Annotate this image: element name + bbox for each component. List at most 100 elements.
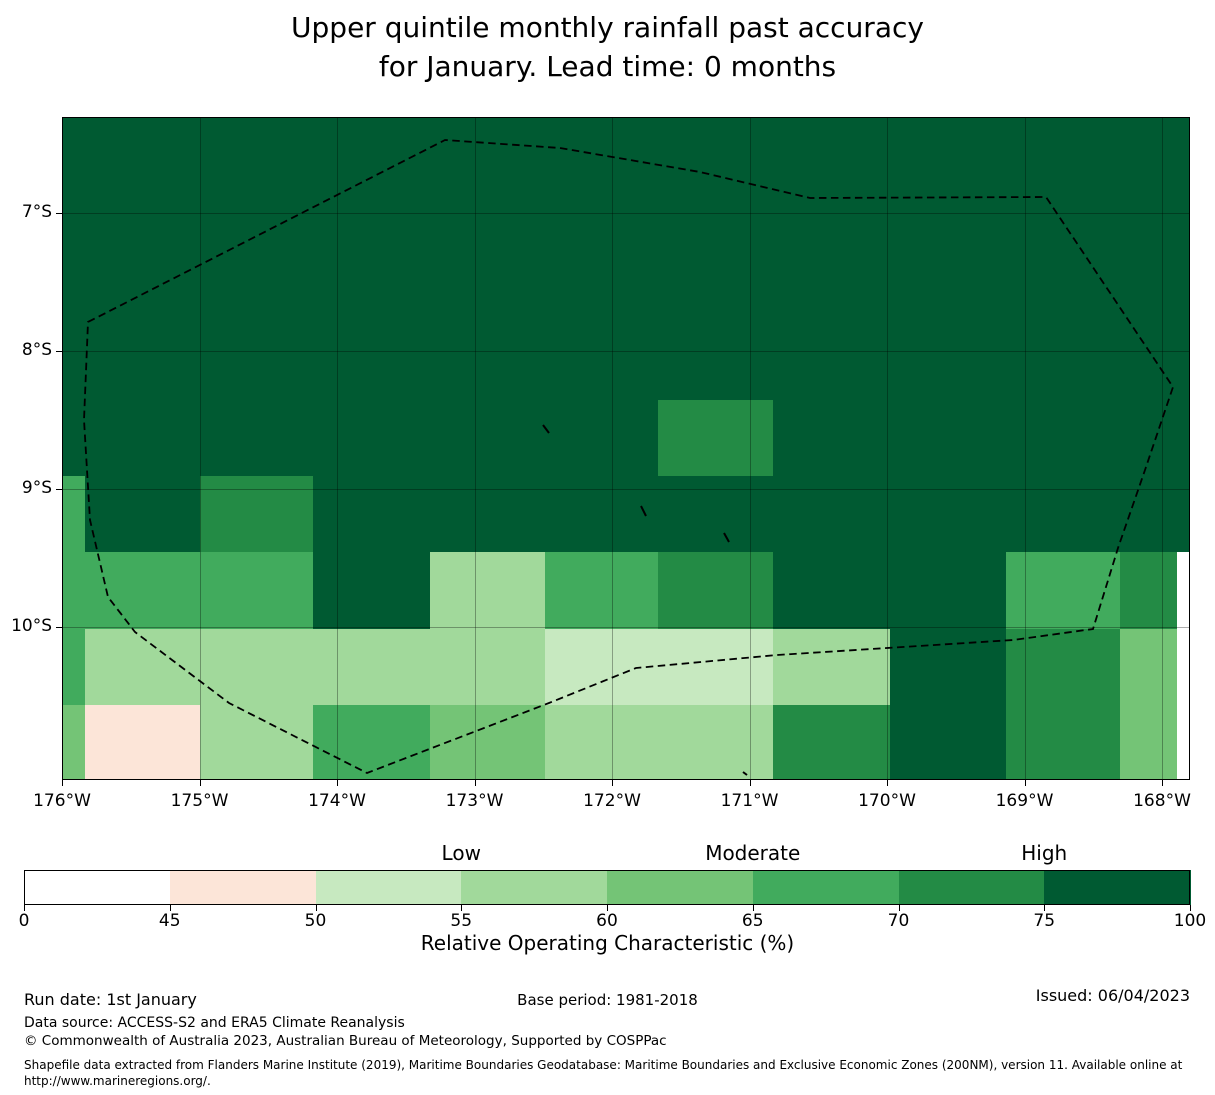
roc-cell	[200, 117, 313, 170]
roc-cell	[1120, 705, 1177, 780]
roc-cell	[200, 246, 313, 323]
x-axis-tick	[1162, 780, 1163, 786]
roc-cell	[1120, 170, 1177, 246]
colorbar-tick	[315, 905, 317, 911]
colorbar-region-label-low: Low	[441, 841, 481, 865]
roc-cell	[658, 170, 773, 246]
x-axis-tick-label: 173°W	[445, 791, 504, 811]
roc-cell	[1120, 323, 1177, 400]
roc-cell	[545, 476, 658, 552]
colorbar-tick-label: 55	[450, 911, 473, 931]
parallel-gridline	[62, 351, 1190, 352]
roc-cell	[658, 323, 773, 400]
roc-cell	[62, 476, 85, 552]
roc-cell	[1177, 629, 1190, 705]
roc-cell	[890, 246, 1006, 323]
colorbar-tick-label: 0	[18, 911, 30, 931]
map-panel	[62, 117, 1190, 780]
roc-cell	[658, 629, 773, 705]
roc-cell	[890, 400, 1006, 476]
colorbar-tick	[1190, 905, 1191, 911]
x-axis-tick-label: 176°W	[33, 791, 91, 811]
colorbar-segment	[461, 870, 608, 905]
colorbar-segment	[1044, 870, 1191, 905]
roc-cell	[890, 323, 1006, 400]
roc-cell	[430, 400, 545, 476]
data-source-text: Data source: ACCESS-S2 and ERA5 Climate …	[24, 1015, 405, 1031]
x-axis-tick-label: 170°W	[858, 791, 916, 811]
roc-cell	[430, 705, 545, 780]
colorbar-segment	[315, 870, 462, 905]
roc-cell	[773, 117, 890, 170]
x-axis-tick	[199, 780, 201, 786]
x-axis-tick	[1024, 780, 1026, 786]
colorbar-frame	[24, 870, 1190, 905]
roc-cell	[890, 170, 1006, 246]
island-mark	[640, 505, 647, 517]
x-axis-tick-label: 172°W	[583, 791, 641, 811]
roc-cell	[313, 705, 430, 780]
roc-cell	[200, 323, 313, 400]
roc-cell	[200, 629, 313, 705]
roc-cell	[62, 400, 85, 476]
roc-cell	[313, 400, 430, 476]
colorbar-region-label-moderate: Moderate	[705, 841, 801, 865]
meridian-gridline	[887, 117, 888, 780]
roc-cell	[1177, 246, 1190, 323]
colorbar-tick-label: 45	[158, 911, 181, 931]
meridian-gridline	[474, 117, 476, 780]
map-overlay	[83, 139, 1174, 776]
roc-cell	[430, 629, 545, 705]
roc-cell	[658, 400, 773, 476]
y-axis-tick-label: 7°S	[21, 202, 52, 222]
roc-cell	[658, 705, 773, 780]
roc-cell	[430, 323, 545, 400]
eez-boundary	[83, 139, 1174, 774]
chart-title-line1: Upper quintile monthly rainfall past acc…	[291, 11, 924, 44]
colorbar-segment	[169, 870, 316, 905]
x-axis-tick-label: 175°W	[170, 791, 229, 811]
colorbar-tick-label: 50	[304, 911, 327, 931]
shapefile-credit-line1: Shapefile data extracted from Flanders M…	[24, 1058, 1183, 1072]
x-axis-tick	[612, 780, 613, 786]
roc-cell	[890, 552, 1006, 629]
roc-cell	[313, 552, 430, 629]
roc-cell	[62, 117, 85, 170]
roc-cell	[890, 705, 1006, 780]
colorbar-axis-label: Relative Operating Characteristic (%)	[420, 931, 795, 955]
roc-cell	[1006, 705, 1120, 780]
base-period-text: Base period: 1981-2018	[517, 991, 698, 1009]
x-axis-tick	[887, 780, 888, 786]
roc-cell	[62, 705, 85, 780]
roc-cell	[430, 552, 545, 629]
roc-cell	[773, 629, 890, 705]
roc-cell	[200, 400, 313, 476]
roc-cell	[62, 246, 85, 323]
colorbar	[24, 870, 1191, 905]
roc-cell	[890, 117, 1006, 170]
roc-cell	[1177, 552, 1190, 629]
x-axis-tick	[474, 780, 476, 786]
roc-cell	[85, 323, 200, 400]
roc-cell	[1006, 117, 1120, 170]
colorbar-tick	[24, 905, 25, 911]
roc-cell	[85, 705, 200, 780]
roc-cell	[545, 552, 658, 629]
roc-cell	[773, 705, 890, 780]
chart-title-line2: for January. Lead time: 0 months	[378, 50, 837, 83]
meridian-gridline	[337, 117, 338, 780]
roc-cell	[1006, 246, 1120, 323]
roc-cell	[545, 246, 658, 323]
roc-cell	[1177, 117, 1190, 170]
roc-cell	[1006, 323, 1120, 400]
colorbar-tick	[169, 905, 171, 911]
colorbar-tick-label: 100	[1173, 911, 1207, 931]
roc-cell	[773, 246, 890, 323]
roc-cell	[85, 552, 200, 629]
roc-cell	[313, 170, 430, 246]
roc-cell	[1177, 400, 1190, 476]
roc-cell	[430, 476, 545, 552]
roc-cell	[658, 552, 773, 629]
roc-cell	[1177, 323, 1190, 400]
colorbar-tick	[898, 905, 900, 911]
